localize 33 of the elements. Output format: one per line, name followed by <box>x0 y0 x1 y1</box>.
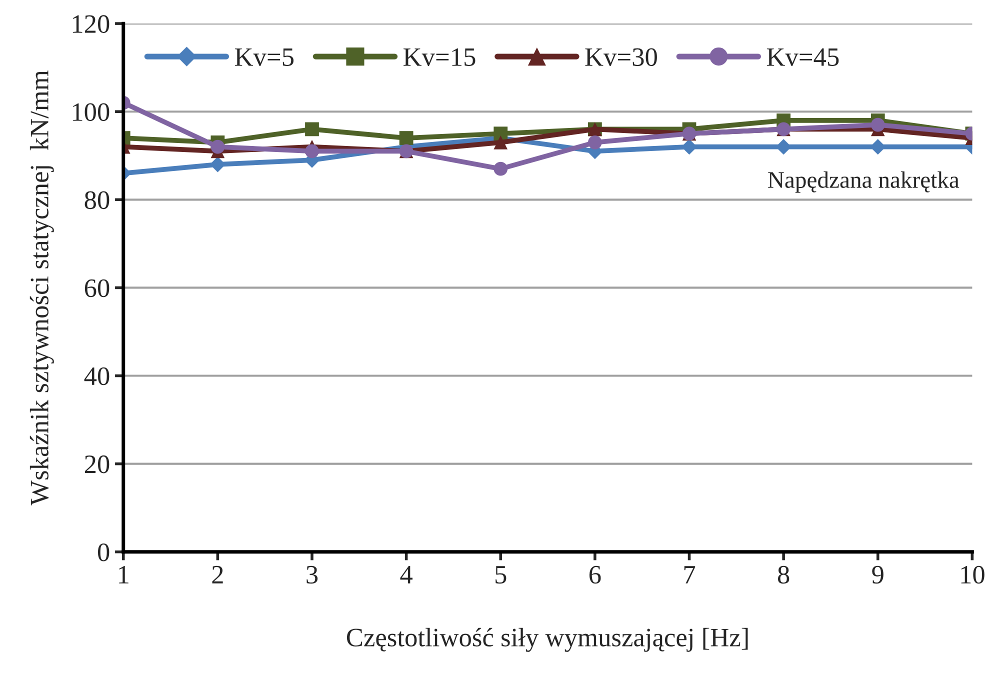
annotation: Napędzana nakrętka <box>768 171 960 193</box>
y-tick-label: 20 <box>84 455 110 474</box>
point <box>399 131 414 145</box>
x-axis-title: Częstotliwość siły wymuszającej [Hz] <box>346 628 748 652</box>
x-tick-label: 2 <box>212 566 223 584</box>
point <box>494 126 508 141</box>
point <box>210 140 225 154</box>
y-tick-label: 60 <box>84 279 110 298</box>
legend-label: Kv=15 <box>403 48 476 66</box>
y-tick-label: 120 <box>72 15 110 33</box>
y-tick-label: 40 <box>84 367 110 386</box>
y-tick-label: 80 <box>84 191 110 210</box>
legend-label: Kv=45 <box>766 48 839 66</box>
x-tick-label: 8 <box>778 566 790 584</box>
y-tick-label: 100 <box>72 103 110 122</box>
y-axis-title: Wskaźnik sztywności statycznej kN/mm <box>30 70 54 506</box>
point <box>305 122 319 136</box>
x-tick-label: 10 <box>961 566 984 584</box>
x-tick-label: 6 <box>589 566 601 584</box>
x-tick-label: 1 <box>119 566 128 584</box>
legend-label: Kv=30 <box>585 48 657 66</box>
point <box>494 162 508 176</box>
point <box>588 135 602 150</box>
x-tick-label: 4 <box>400 566 412 584</box>
x-tick-label: 9 <box>872 566 884 584</box>
point <box>870 118 885 132</box>
x-tick-label: 7 <box>684 566 696 584</box>
x-tick-label: 3 <box>306 566 318 584</box>
legend-label: Kv=5 <box>234 48 294 66</box>
y-tick-label: 0 <box>98 543 110 562</box>
point <box>494 135 508 150</box>
x-tick-label: 5 <box>496 566 506 584</box>
point <box>305 144 319 158</box>
